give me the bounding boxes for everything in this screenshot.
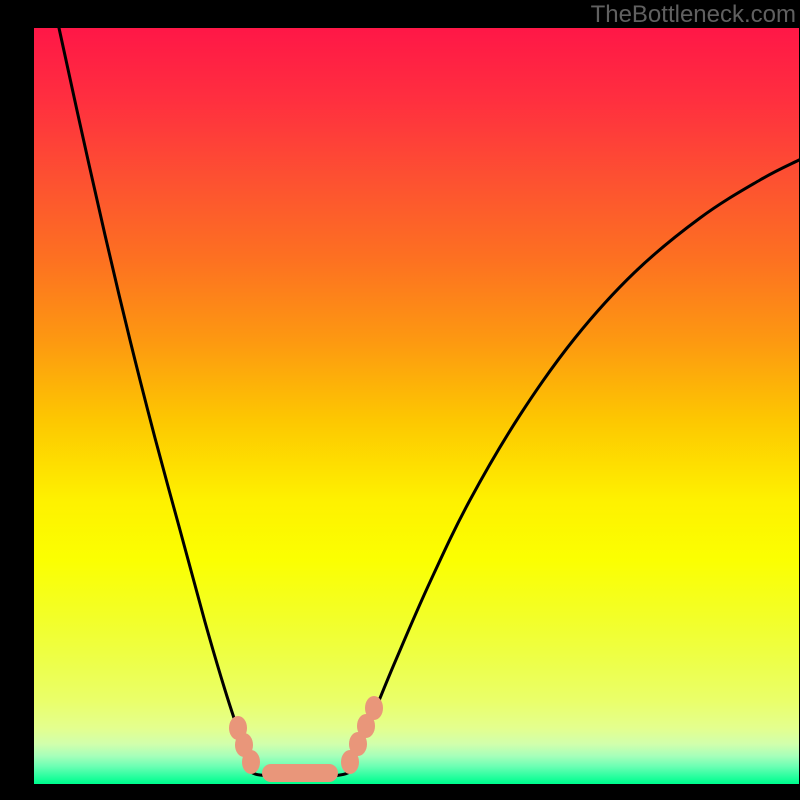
marker-bottom-bar [262,764,338,782]
marker-right-3 [365,696,383,720]
marker-left-2 [242,750,260,774]
bottleneck-curve [59,28,799,777]
outer-frame: TheBottleneck.com [0,0,800,800]
curve-layer [0,0,800,800]
